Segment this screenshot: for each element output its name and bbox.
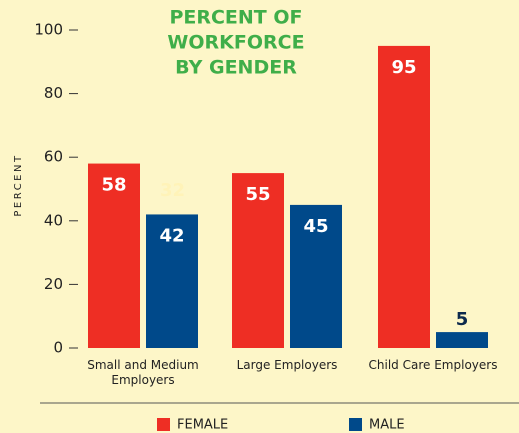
data-label: 5 — [456, 309, 469, 330]
y-tick-label: 20 — [44, 275, 63, 293]
legend-label: FEMALE — [177, 418, 228, 433]
bar — [88, 163, 140, 348]
bar — [232, 173, 284, 348]
x-tick-label: Small and Medium Employers — [87, 358, 199, 387]
bar — [378, 45, 430, 349]
y-tick-label: 0 — [53, 339, 63, 357]
bar — [146, 214, 198, 348]
y-tick-label: 40 — [44, 211, 63, 229]
y-tick-label: 100 — [34, 21, 63, 39]
data-label: 95 — [391, 57, 416, 78]
x-tick-label: Child Care Employers — [368, 358, 498, 372]
chart-title: WORKFORCE — [167, 32, 304, 54]
data-label: 58 — [101, 175, 126, 196]
legend-label: MALE — [369, 418, 405, 433]
chart-title: PERCENT OF — [169, 7, 302, 29]
x-tick-label: Large Employers — [236, 358, 338, 372]
annotation: 32 — [160, 180, 186, 201]
data-label: 45 — [303, 216, 328, 237]
y-tick-label: 80 — [44, 84, 63, 102]
bar — [436, 332, 488, 348]
chart-title: BY GENDER — [175, 57, 297, 79]
y-axis-label: PERCENT — [13, 153, 24, 216]
bar — [290, 204, 342, 348]
data-label: 55 — [245, 184, 270, 205]
legend-swatch — [349, 418, 362, 431]
data-label: 42 — [159, 225, 184, 246]
y-tick-label: 60 — [44, 148, 63, 166]
legend-swatch — [157, 418, 170, 431]
